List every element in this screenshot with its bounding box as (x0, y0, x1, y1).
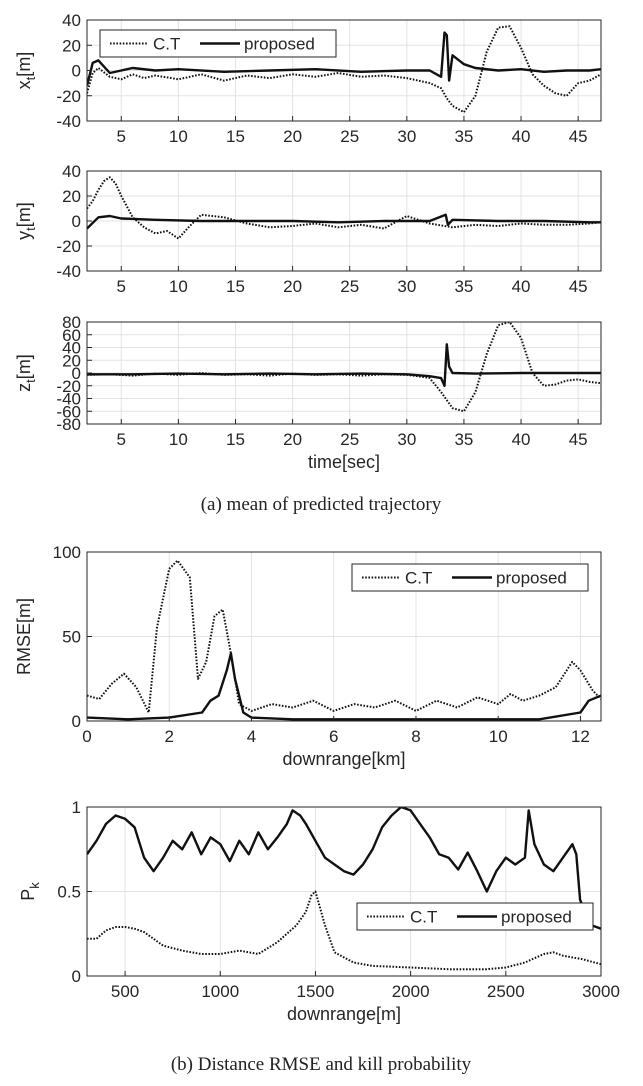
x-tick-label: 2 (165, 727, 174, 746)
y-axis-label: Pk (18, 882, 42, 901)
x-tick-label: 25 (340, 430, 359, 449)
y-tick-label: 80 (62, 313, 81, 332)
x-tick-label: 10 (489, 727, 508, 746)
x-tick-label: 20 (283, 127, 302, 146)
x-tick-label: 45 (569, 127, 588, 146)
y-tick-label: -80 (56, 415, 81, 434)
series-line-proposed (87, 343, 601, 387)
y-tick-label: -40 (56, 112, 81, 131)
y-tick-label: 40 (62, 162, 81, 181)
series-line-proposed (87, 807, 601, 930)
y-tick-label: -20 (56, 87, 81, 106)
series-line-proposed (87, 213, 601, 230)
y-axis-label: zt[m] (14, 354, 38, 392)
y-tick-label: 0 (72, 212, 81, 231)
x-tick-label: 5 (117, 127, 126, 146)
x-tick-label: 500 (111, 982, 139, 1001)
series-line-ct (87, 559, 601, 714)
x-tick-label: 6 (329, 727, 338, 746)
x-tick-label: 45 (569, 430, 588, 449)
x-tick-label: 4 (247, 727, 256, 746)
x-tick-label: 2500 (487, 982, 525, 1001)
x-tick-label: 15 (226, 277, 245, 296)
legend-label-ct: C.T (153, 35, 180, 54)
x-tick-label: 40 (512, 430, 531, 449)
x-tick-label: 1500 (297, 982, 335, 1001)
y-tick-label: -60 (56, 402, 81, 421)
legend-label-ct: C.T (410, 908, 437, 927)
legend-label-proposed: proposed (501, 908, 572, 927)
x-tick-label: 20 (283, 277, 302, 296)
legend-label-proposed: proposed (496, 569, 567, 588)
x-tick-label: 35 (454, 430, 473, 449)
y-tick-label: 100 (53, 543, 81, 562)
x-tick-label: 8 (411, 727, 420, 746)
y-tick-label: 20 (62, 36, 81, 55)
x-tick-label: 15 (226, 430, 245, 449)
legend: C.T proposed (99, 29, 337, 58)
x-tick-label: 15 (226, 127, 245, 146)
y-tick-label: 50 (62, 628, 81, 647)
x-axis-label: downrange[km] (282, 749, 405, 769)
x-tick-label: 40 (512, 277, 531, 296)
x-axis-label: time[sec] (308, 452, 380, 472)
y-tick-label: -40 (56, 262, 81, 281)
x-tick-label: 10 (169, 430, 188, 449)
y-tick-label: -20 (56, 237, 81, 256)
x-tick-label: 30 (397, 277, 416, 296)
y-tick-label: 40 (62, 11, 81, 30)
y-tick-label: 0 (72, 712, 81, 731)
y-axis-label: xt[m] (14, 52, 38, 90)
x-tick-label: 10 (169, 277, 188, 296)
y-tick-label: -40 (56, 390, 81, 409)
x-tick-label: 40 (512, 127, 531, 146)
legend-label-proposed: proposed (244, 35, 315, 54)
x-tick-label: 25 (340, 127, 359, 146)
y-tick-label: 0 (72, 62, 81, 81)
y-tick-label: 0.5 (57, 883, 81, 902)
x-tick-label: 0 (82, 727, 91, 746)
x-tick-label: 12 (571, 727, 590, 746)
x-tick-label: 20 (283, 430, 302, 449)
y-tick-label: 0 (72, 364, 81, 383)
chart-pk: 500 1000 1500 2000 2500 3000 0 0.5 1 Pk downrange[… (18, 798, 620, 1024)
y-tick-label: 20 (62, 351, 81, 370)
y-tick-label: 1 (72, 798, 81, 817)
x-tick-label: 5 (117, 430, 126, 449)
chart-zt: 5 10 15 20 25 30 35 40 45-80-60-40-20020406080zt… (14, 313, 602, 472)
x-tick-label: 5 (117, 277, 126, 296)
y-tick-label: 20 (62, 187, 81, 206)
x-tick-label: 35 (454, 277, 473, 296)
y-tick-label: -20 (56, 377, 81, 396)
x-tick-label: 1000 (201, 982, 239, 1001)
chart-yt: 5 10 15 20 25 30 35 40 45 -40 -20 0 20 40 yt[m] (14, 162, 602, 296)
x-tick-label: 25 (340, 277, 359, 296)
series-line-proposed (87, 31, 601, 86)
y-tick-label: 0 (72, 967, 81, 986)
chart-xt: 5 10 15 20 25 30 35 40 45 -40 -20 0 20 40 xt[m] C.T prop… (14, 11, 602, 146)
x-tick-label: 3000 (582, 982, 620, 1001)
chart-rmse: 0 2 4 6 8 10 12 0 50 100 RMSE[m] downrange[km] C.T pr… (14, 543, 602, 769)
x-tick-label: 45 (569, 277, 588, 296)
legend-label-ct: C.T (405, 569, 432, 588)
y-axis-label: RMSE[m] (14, 598, 34, 675)
x-tick-label: 30 (397, 430, 416, 449)
series-line-ct (87, 25, 601, 114)
x-tick-label: 35 (454, 127, 473, 146)
legend: C.T proposed (351, 563, 589, 592)
x-tick-label: 30 (397, 127, 416, 146)
y-tick-label: 60 (62, 326, 81, 345)
x-tick-label: 2000 (392, 982, 430, 1001)
x-axis-label: downrange[m] (287, 1004, 401, 1024)
legend: C.T proposed (356, 902, 594, 931)
y-tick-label: 40 (62, 339, 81, 358)
y-axis-label: yt[m] (14, 202, 38, 240)
x-tick-label: 10 (169, 127, 188, 146)
